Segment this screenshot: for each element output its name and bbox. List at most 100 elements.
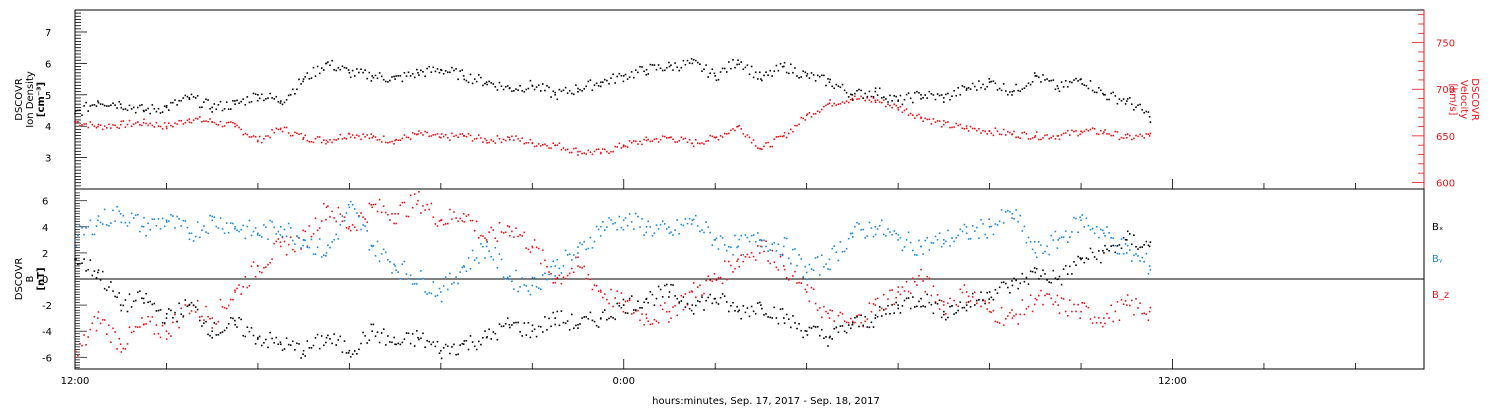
data-point	[325, 139, 328, 142]
data-point	[851, 323, 854, 326]
data-point	[462, 265, 465, 267]
data-point	[988, 226, 991, 228]
data-point	[691, 304, 694, 306]
top-panel: 3 4 5 6 7 600 650 700 750 DSCOVRIon Density[cm⁻³]…	[14, 9, 1480, 190]
data-point	[988, 81, 991, 83]
data-point	[645, 68, 648, 71]
data-point	[142, 323, 145, 326]
data-point	[760, 304, 762, 306]
data-point	[234, 291, 236, 293]
data-point	[554, 317, 556, 319]
data-point	[211, 219, 213, 222]
data-point	[531, 330, 534, 332]
data-point	[371, 330, 373, 332]
data-point	[165, 106, 168, 109]
data-point	[97, 271, 99, 274]
top-y-label-right: DSCOVRVelocity[km/s]	[1447, 78, 1480, 121]
data-point	[1126, 100, 1128, 102]
data-point	[1103, 232, 1105, 235]
data-point	[1011, 133, 1014, 135]
data-point	[760, 239, 762, 241]
data-point	[440, 349, 442, 352]
data-point	[211, 317, 213, 319]
data-point	[965, 87, 968, 90]
data-point	[462, 75, 465, 77]
data-point	[943, 97, 945, 99]
data-point	[600, 226, 602, 228]
data-point	[897, 304, 899, 306]
data-point	[668, 136, 671, 139]
data-point	[1034, 271, 1037, 274]
data-point	[325, 252, 328, 254]
x-tick-label: 0:00	[613, 376, 635, 387]
data-point	[1103, 252, 1105, 254]
legend-entry: Bᵧ	[1432, 254, 1443, 265]
data-point	[280, 100, 282, 102]
data-point	[828, 336, 831, 339]
data-point	[165, 219, 168, 222]
data-point	[508, 323, 511, 326]
data-point	[737, 59, 739, 61]
data-point	[783, 135, 785, 137]
data-point	[760, 78, 762, 80]
data-point	[851, 232, 854, 235]
y-tick-label-left: 7	[45, 28, 51, 39]
data-point	[943, 310, 945, 313]
data-point	[485, 245, 488, 248]
data-point	[554, 265, 556, 267]
data-point	[577, 323, 579, 326]
data-point	[1103, 131, 1105, 133]
data-point	[554, 144, 556, 146]
y-tick-label-left: 6	[42, 197, 48, 208]
data-point	[211, 330, 213, 332]
x-axis: 12:00 0:00 12:00	[61, 179, 1356, 387]
data-point	[1148, 116, 1151, 118]
data-point	[302, 78, 305, 80]
x-axis-label: hours:minutes, Sep. 17, 2017 - Sep. 18, …	[652, 396, 880, 407]
legend-entry: Bₓ	[1432, 222, 1443, 233]
data-point	[371, 136, 373, 139]
data-point	[668, 65, 671, 68]
data-point	[1080, 78, 1082, 80]
data-point	[485, 336, 488, 339]
data-point	[188, 232, 191, 235]
data-point	[119, 304, 122, 306]
data-point	[920, 94, 922, 96]
top-y-label-left: DSCOVRIon Density[cm⁻³]	[14, 71, 47, 128]
data-point	[714, 278, 716, 280]
data-point	[165, 317, 168, 319]
data-point	[714, 239, 716, 241]
y-tick-label-right: 650	[1436, 132, 1455, 143]
data-point	[691, 219, 694, 222]
data-point	[714, 136, 716, 139]
data-point	[1057, 135, 1059, 137]
data-point	[737, 310, 739, 313]
data-point	[943, 304, 945, 306]
bx-series	[74, 230, 1152, 360]
data-point	[371, 206, 373, 209]
data-point	[874, 99, 877, 102]
data-point	[1057, 278, 1059, 280]
by-series	[74, 200, 1152, 303]
data-point	[577, 252, 579, 254]
data-point	[965, 127, 968, 130]
data-point	[234, 125, 236, 128]
data-point	[531, 284, 534, 287]
data-point	[874, 226, 877, 228]
data-point	[600, 151, 602, 154]
x-tick-label: 12:00	[61, 376, 90, 387]
data-point	[417, 72, 419, 74]
data-point	[760, 148, 762, 150]
y-tick-label-left: 4	[45, 122, 51, 133]
data-point	[165, 330, 168, 332]
data-point	[1126, 252, 1128, 254]
data-point	[417, 278, 419, 280]
data-point	[965, 304, 968, 306]
data-point	[1011, 213, 1014, 215]
data-point	[142, 297, 145, 300]
data-point	[851, 94, 854, 96]
data-point	[394, 265, 396, 267]
data-point	[1011, 284, 1014, 287]
data-point	[142, 122, 145, 124]
